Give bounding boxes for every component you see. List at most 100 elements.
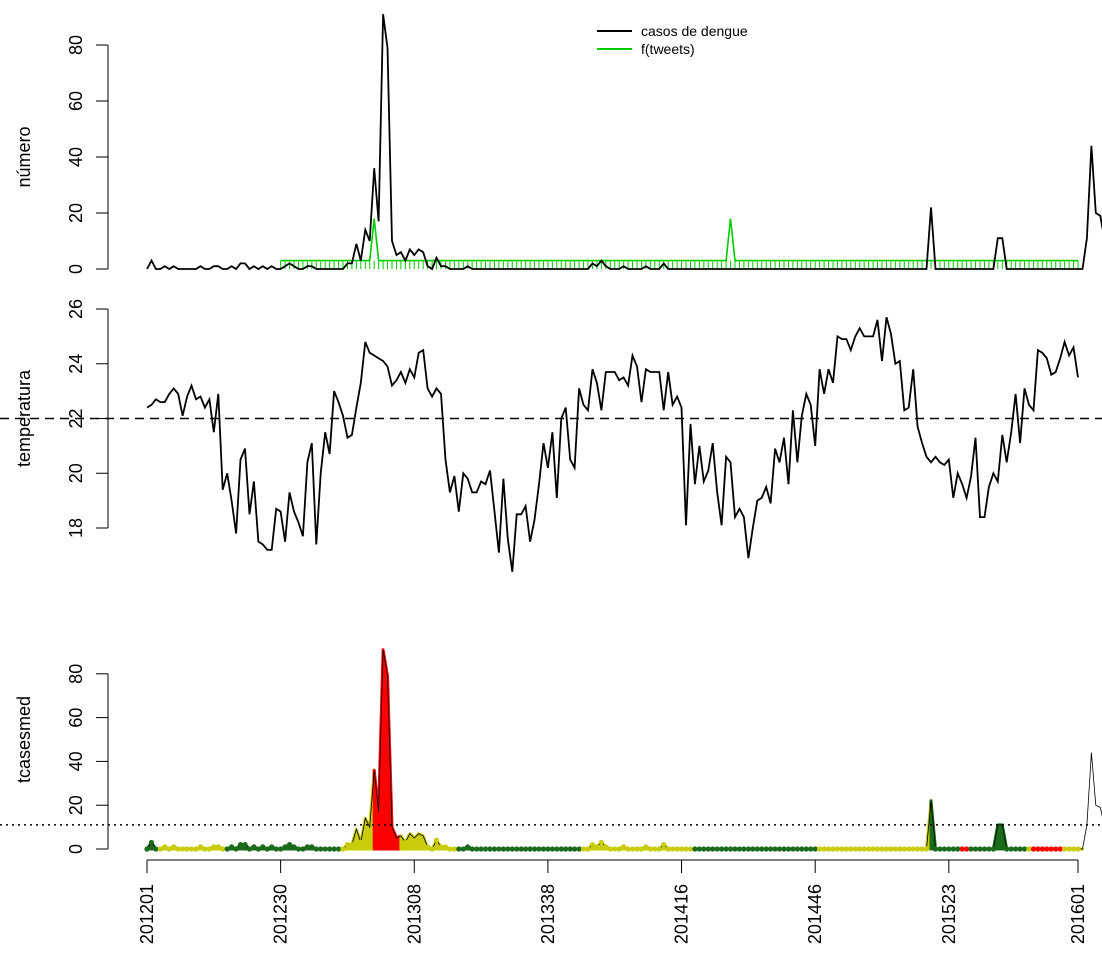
data-point [634,846,640,852]
data-point [986,846,992,852]
data-point [843,846,849,852]
data-point [304,844,310,850]
data-point [291,844,297,850]
data-point [790,846,796,852]
data-point [260,844,266,850]
data-point [643,844,649,850]
data-point [300,846,306,852]
data-point [358,839,364,846]
data-point [594,844,600,850]
data-point [879,846,885,852]
x-tick-label: 201416 [672,884,692,944]
data-point [148,839,155,846]
temperature-line [146,316,1079,572]
data-point [1035,846,1041,852]
data-point [500,846,506,852]
data-point [456,846,462,852]
data-point [705,846,711,852]
data-point [950,846,956,852]
data-point [255,846,261,852]
panel-3: 0 20 40 60 80 tcasesmed 201201 201230 201308 2013… [0,648,1102,944]
data-point [741,846,747,852]
x-tick-label: 201601 [1068,884,1088,944]
data-point [616,846,622,852]
data-point [656,846,662,852]
data-point [180,846,186,852]
data-point [193,846,199,852]
data-point [674,846,680,852]
data-point [612,846,618,852]
data-point [166,846,172,852]
data-point [910,846,916,852]
data-point [817,846,823,852]
data-point [224,846,230,852]
tcasesmed-outline [146,649,1102,850]
data-point [344,842,351,848]
data-point [322,846,328,852]
data-point [959,846,965,852]
data-point [696,846,702,852]
data-point [567,846,573,852]
data-point [536,846,542,852]
data-point [808,846,814,852]
data-point [286,842,293,848]
data-point [1030,846,1037,852]
segment-area-yellow [341,768,376,851]
y-tick-label: 18 [66,518,86,538]
data-point [888,846,894,852]
x-tick-label: 201230 [271,884,291,944]
data-point [402,839,408,846]
segment-area-green [929,799,964,851]
y-axis-3: 0 20 40 60 80 tcasesmed [14,664,109,854]
data-point [460,846,466,852]
data-point [852,846,858,852]
data-point [839,846,845,852]
data-point [442,844,449,850]
data-point [540,846,547,852]
data-point [678,846,685,852]
data-point [269,844,275,850]
data-point [923,846,930,852]
data-point [701,846,707,852]
data-point [1062,846,1068,852]
y-tick-label: 26 [66,299,86,319]
data-point [968,846,974,852]
data-point [433,837,440,843]
tcasesmed-segments [145,648,1084,851]
data-point [759,846,765,852]
data-point [883,846,890,852]
data-point [977,846,983,852]
data-point [580,846,587,852]
data-point [509,846,515,852]
y-tick-label: 40 [66,147,86,167]
data-point [661,842,667,848]
tweets-line [280,218,1078,262]
y-tick-label: 40 [66,751,86,771]
data-point [629,846,636,852]
y-tick-label: 24 [66,354,86,374]
data-point [848,846,854,852]
data-point [572,846,578,852]
data-point [670,846,676,852]
data-point [438,844,444,850]
data-point [349,842,355,848]
data-point [946,846,952,852]
data-point [340,846,346,852]
data-point [683,846,689,852]
data-point [745,846,751,852]
data-point [197,844,204,850]
data-point [327,846,333,852]
data-point [830,846,836,852]
x-axis: 201201 201230 201308 201338 201416 201446 2015… [137,859,1088,944]
data-point [1048,846,1054,852]
segment-area-yellow [818,799,933,851]
y-tick-label: 20 [66,203,86,223]
data-point [692,846,698,852]
data-point [487,846,493,852]
data-point [781,846,787,852]
data-point [710,846,716,852]
data-point [527,846,533,852]
data-point [834,846,841,852]
